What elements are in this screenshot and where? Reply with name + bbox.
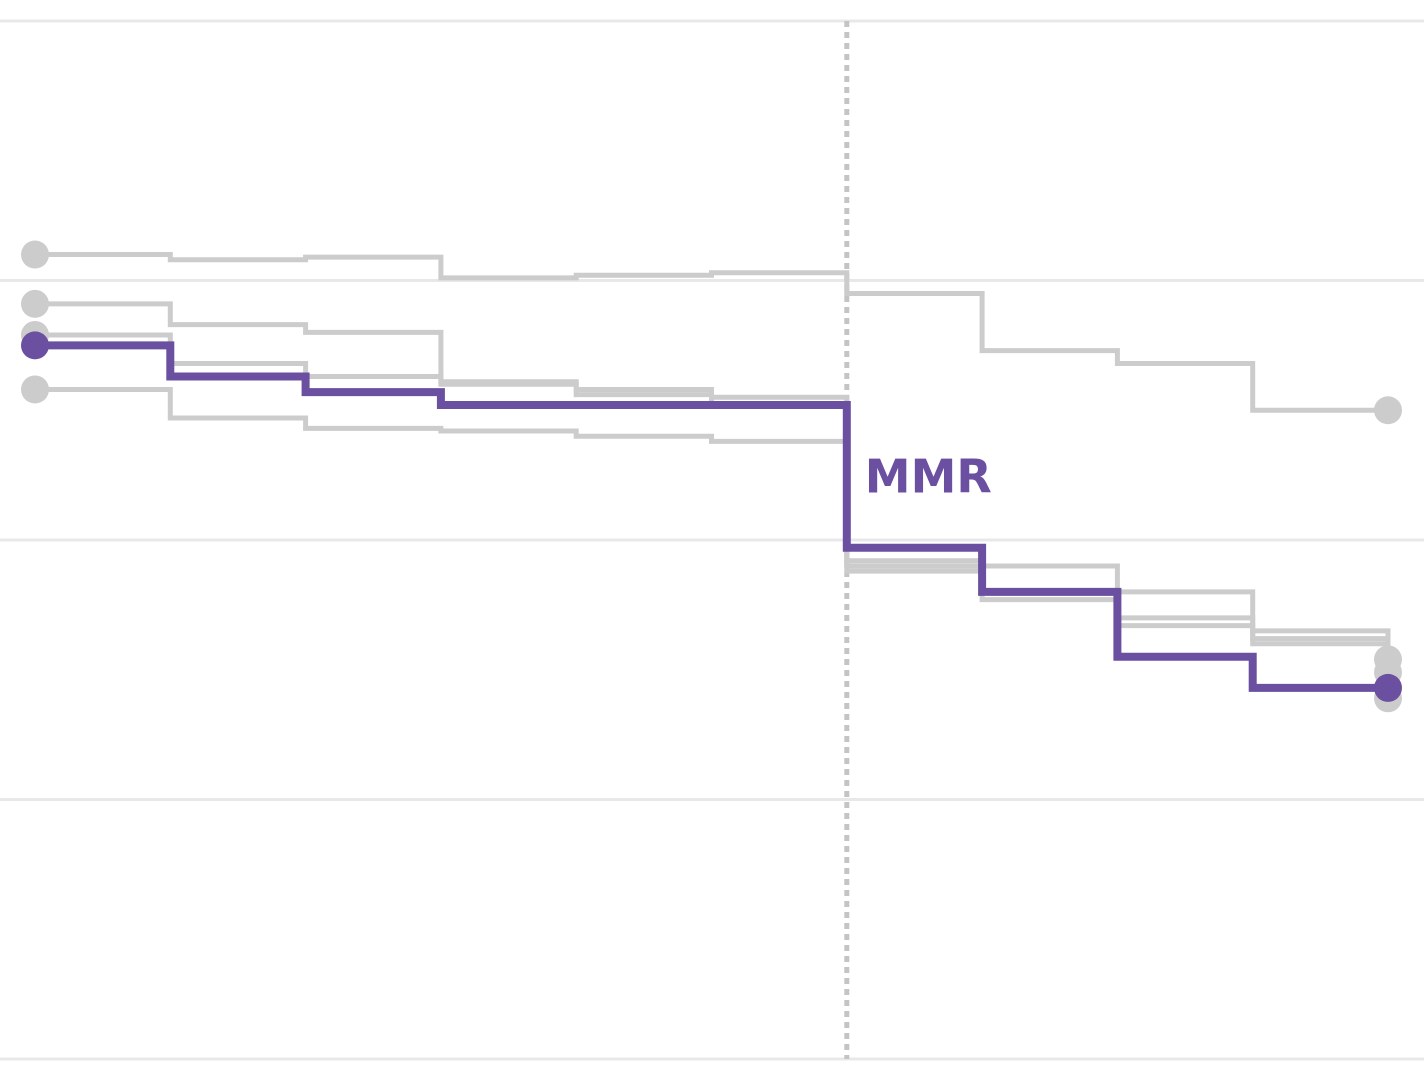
series-labels: MMR (865, 449, 992, 503)
highlight-series-line (35, 341, 1388, 692)
series-start-point (21, 331, 49, 360)
muted-series-line-0 (35, 252, 1388, 413)
series-start-point (21, 289, 49, 318)
series-label-mmr: MMR (865, 449, 992, 503)
series-end-point (1374, 673, 1402, 702)
muted-series-line-3 (35, 386, 1391, 699)
highlighted-series (21, 331, 1402, 702)
series-end-point (1374, 396, 1402, 425)
series-start-point (21, 240, 49, 269)
gridlines (0, 19, 1424, 1061)
series-start-point (21, 375, 49, 404)
background-series (21, 240, 1402, 713)
muted-series-line-2 (35, 332, 1391, 660)
